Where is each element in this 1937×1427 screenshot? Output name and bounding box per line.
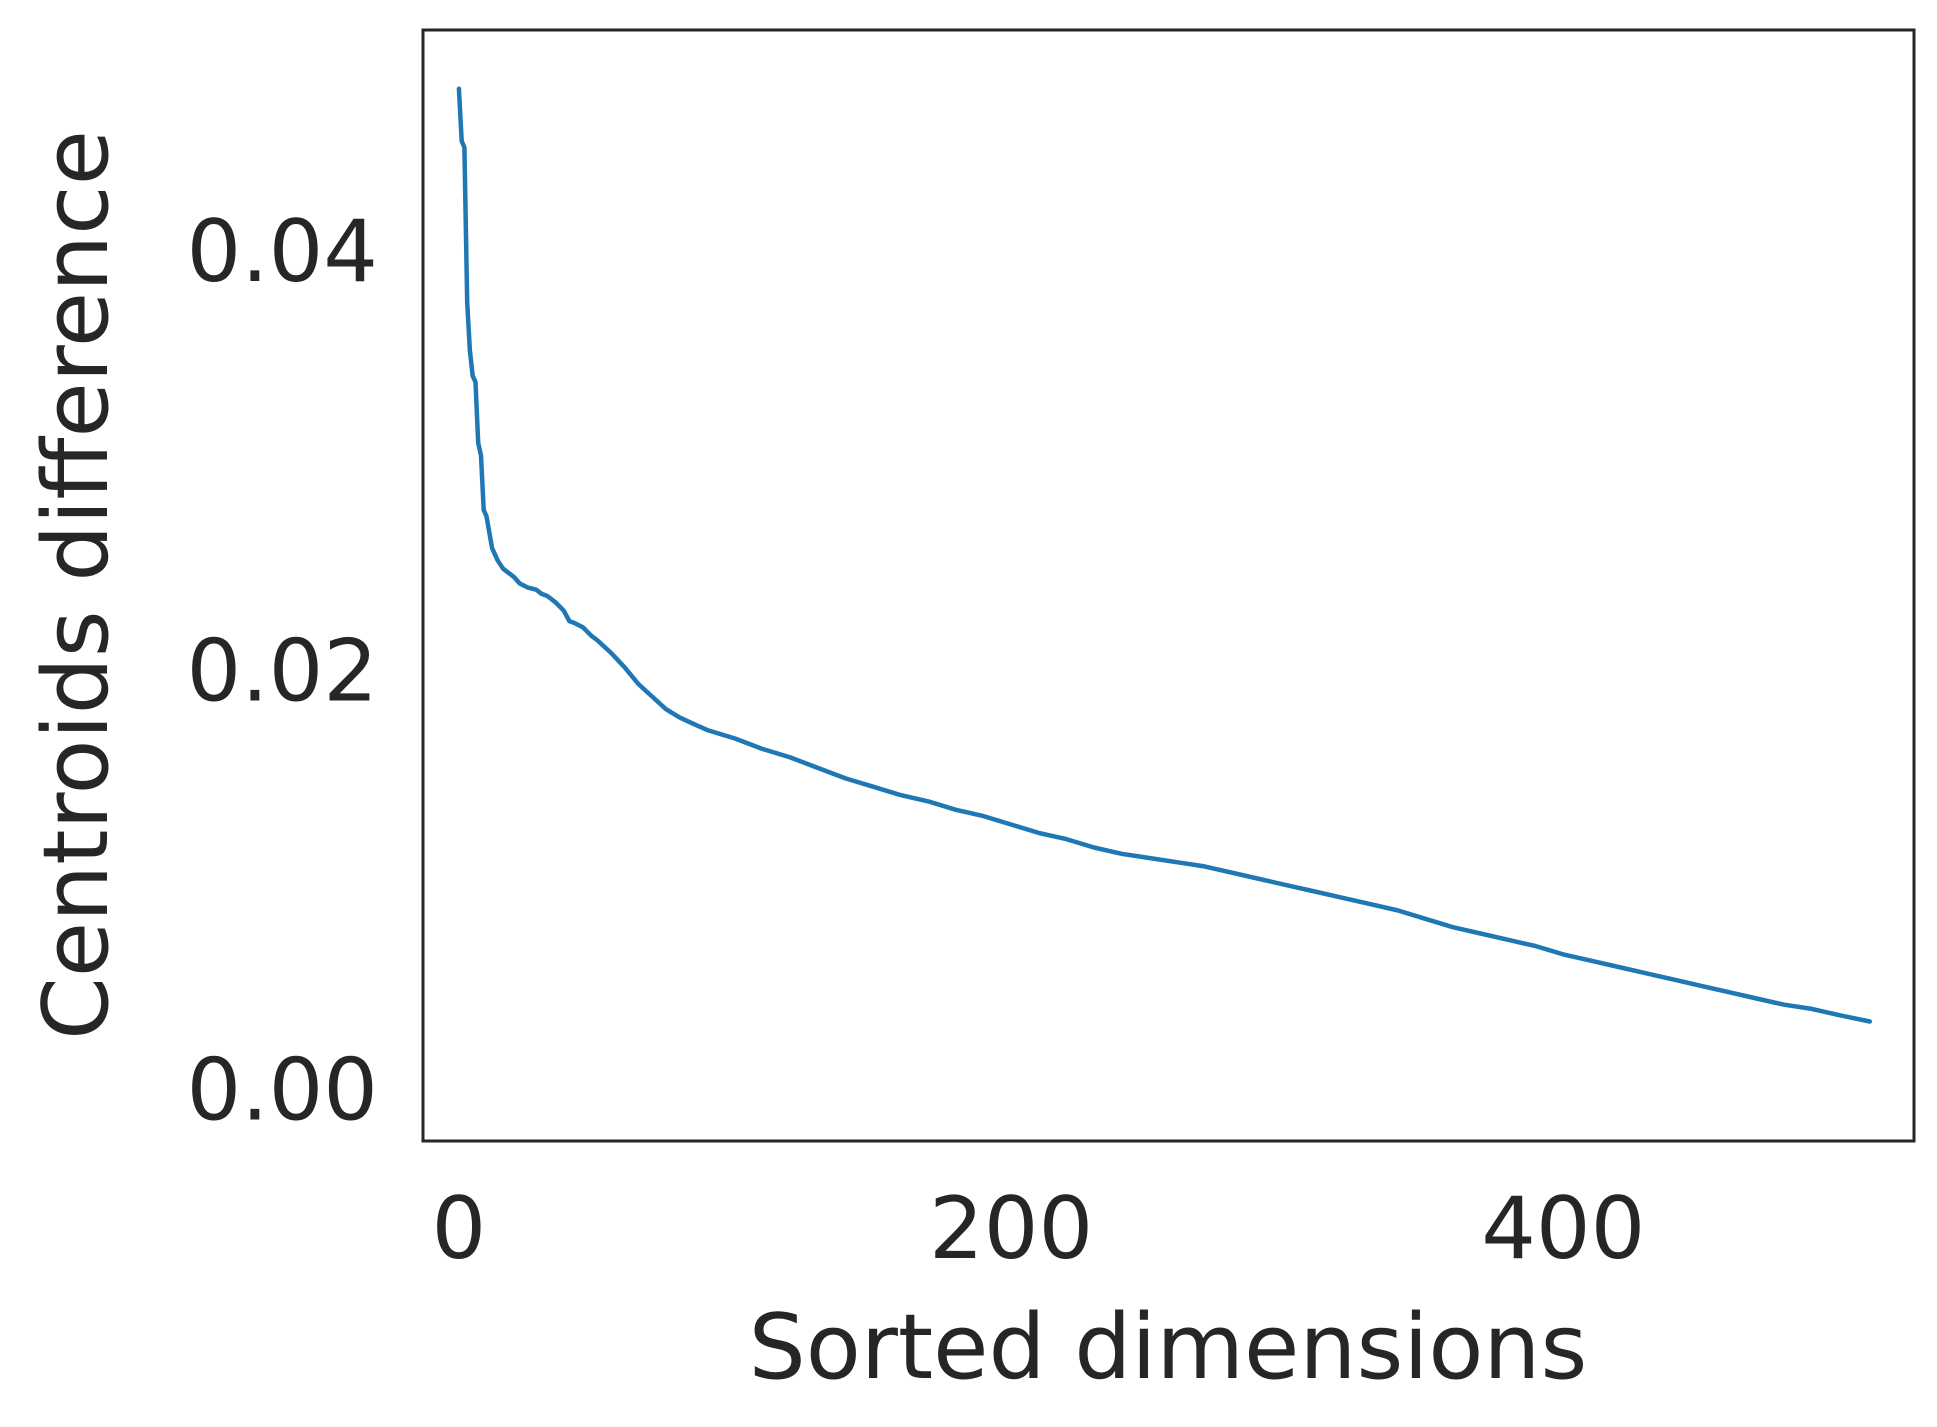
y-tick-label: 0.04 [187, 202, 378, 302]
x-tick-label: 400 [1481, 1179, 1645, 1279]
y-tick-label: 0.02 [187, 621, 378, 721]
series-line [456, 86, 1873, 1024]
axes-frame [421, 28, 1916, 1143]
x-axis-label: Sorted dimensions [749, 1295, 1588, 1400]
x-tick-label: 200 [929, 1179, 1093, 1279]
y-tick-labels: 0.00 0.02 0.04 [187, 202, 378, 1141]
y-tick-label: 0.00 [187, 1041, 378, 1141]
plot-area [456, 86, 1873, 1024]
x-tick-label: 0 [432, 1179, 487, 1279]
y-axis-label: Centroids difference [24, 130, 129, 1040]
x-tick-labels: 0 200 400 [432, 1179, 1646, 1279]
